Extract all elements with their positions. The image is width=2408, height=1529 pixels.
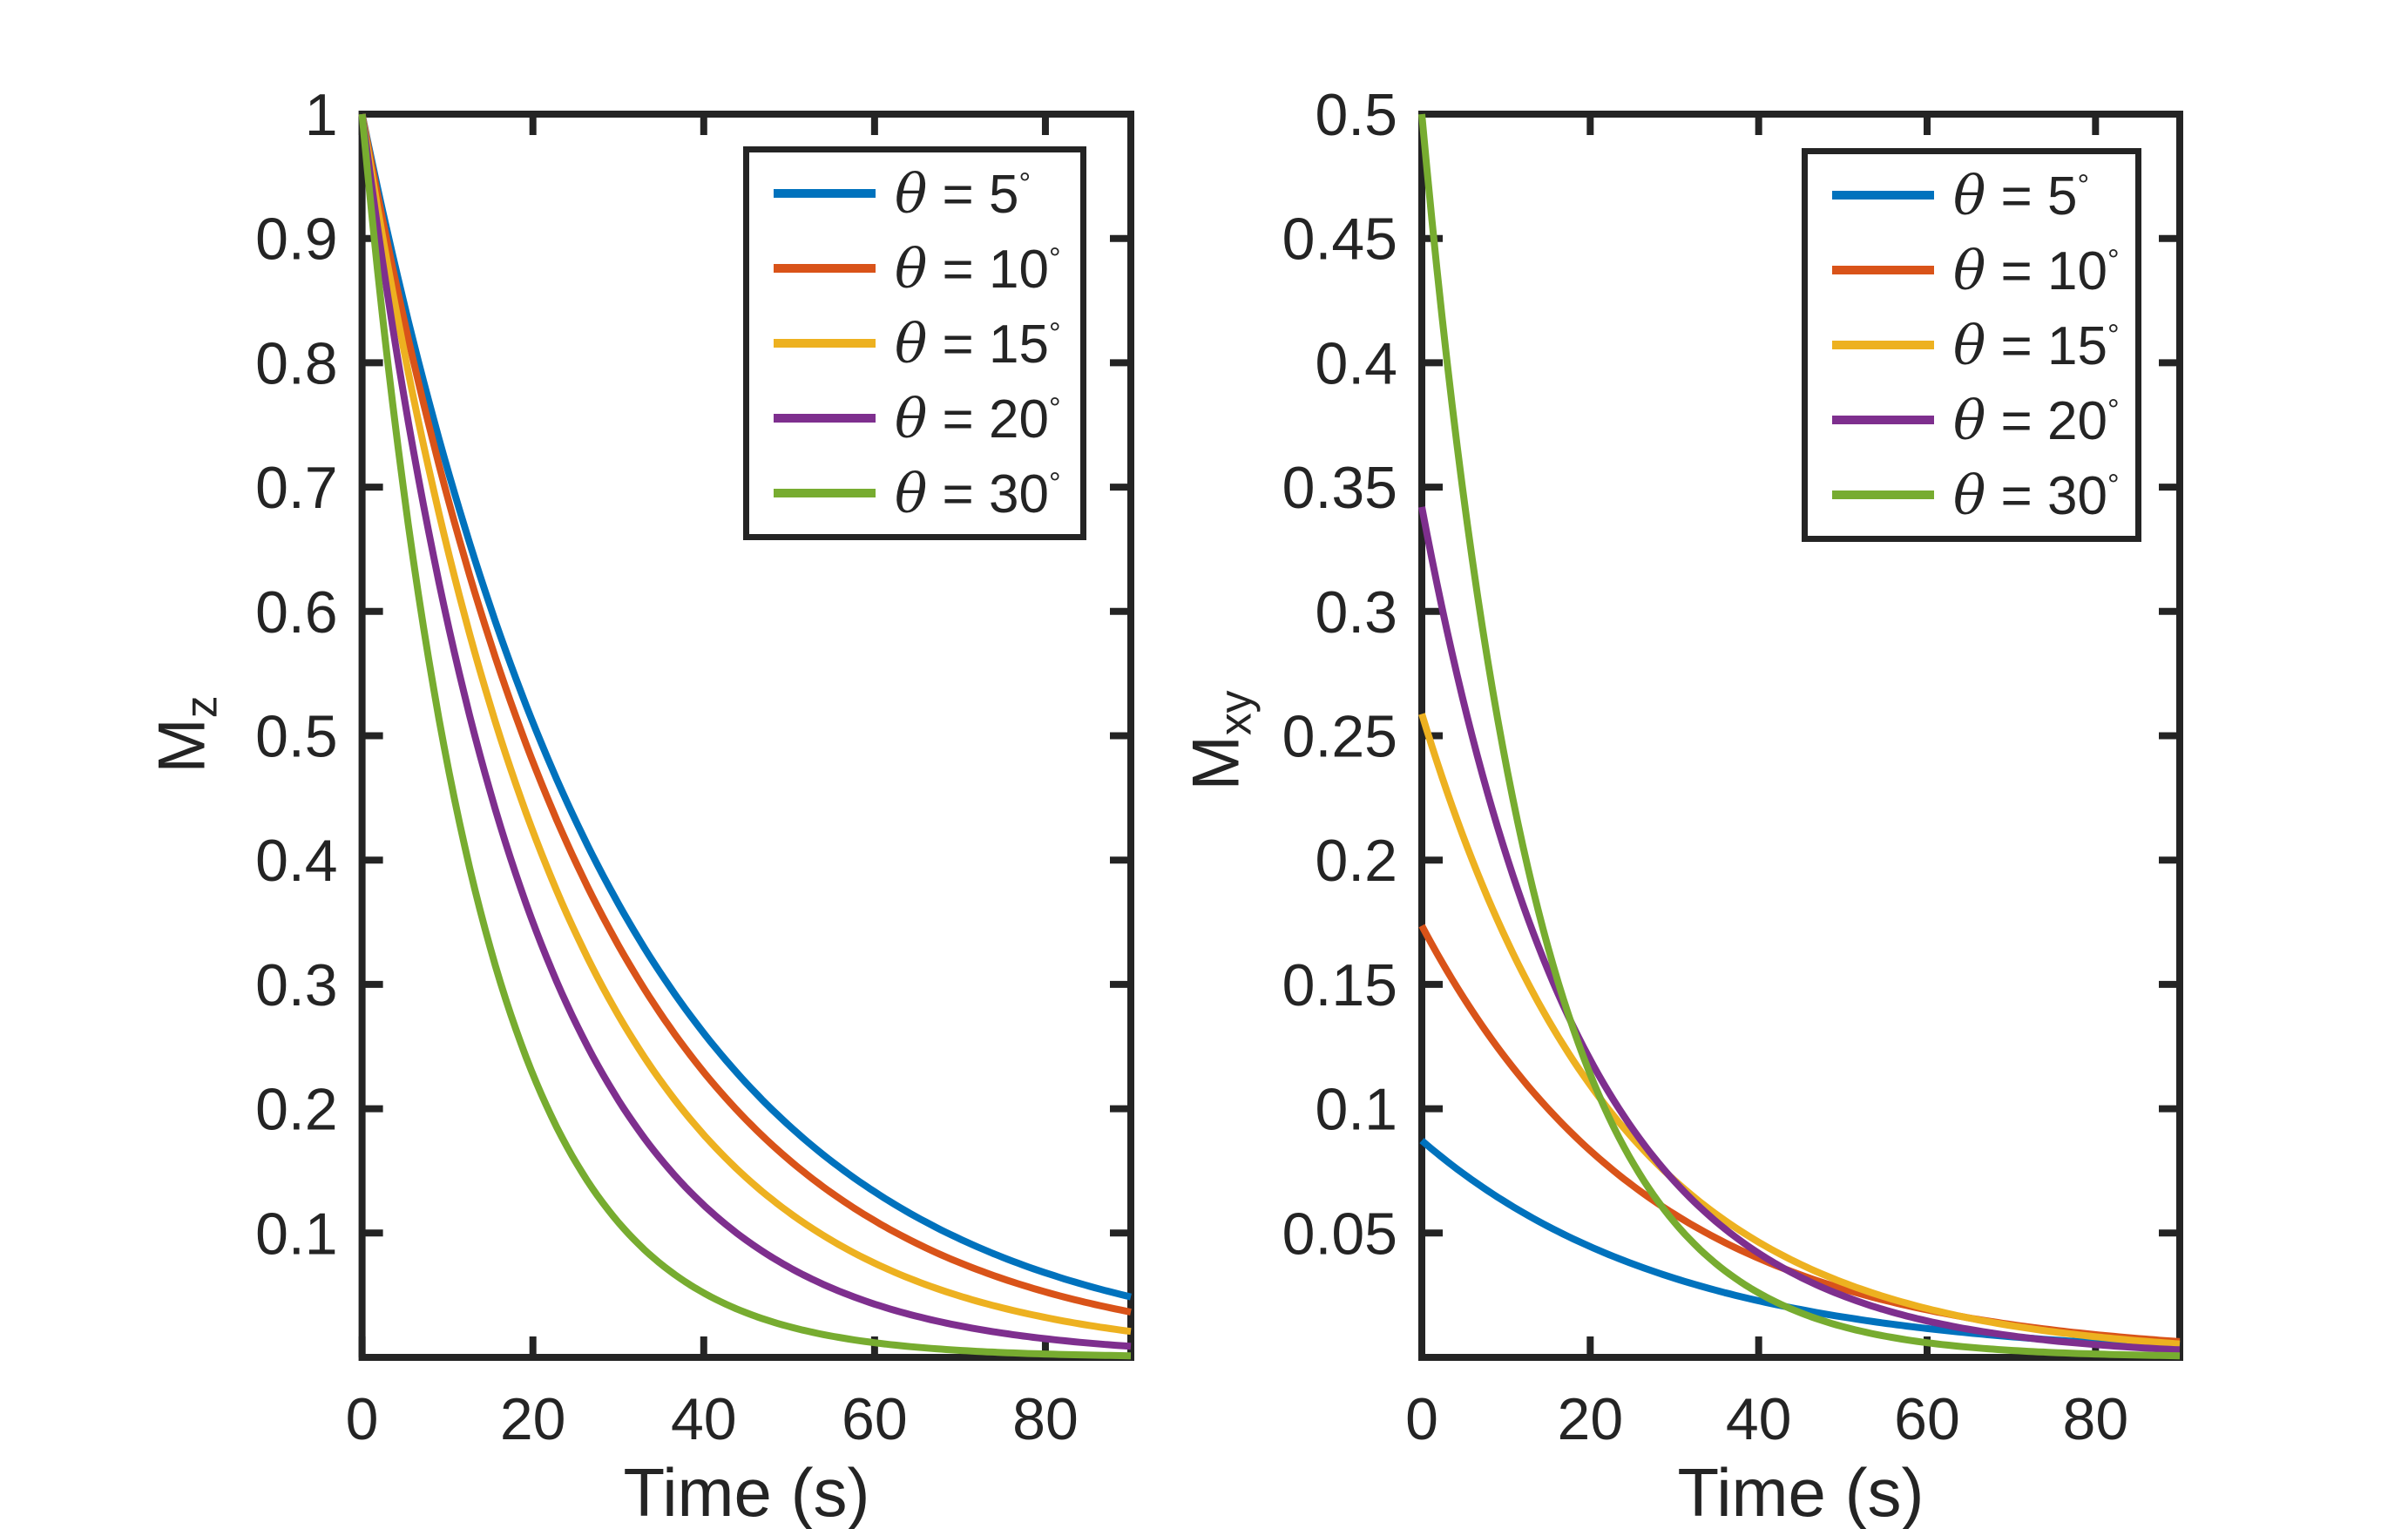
legend-label-theta-15: θ = 15° xyxy=(1953,313,2120,377)
right-plot-axes: 0 20 40 60 80 0.05 0.1 0.15 0.2 0.25 0.3 0.35 0.4 0.4… xyxy=(1282,82,2183,1452)
legend-line-theta-30-icon xyxy=(1832,490,1934,499)
right-plot-xtick-label: 60 xyxy=(1894,1386,1960,1452)
legend-entry-theta-5: θ = 5° xyxy=(1832,158,2135,233)
left-plot-ytick-label: 0.2 xyxy=(255,1077,338,1143)
legend-label-theta-30: θ = 30° xyxy=(1953,463,2120,527)
legend-label-theta-15: θ = 15° xyxy=(895,311,1061,375)
legend-label-theta-5: θ = 5° xyxy=(895,161,1032,226)
left-plot-ytick-label: 0.5 xyxy=(255,704,338,770)
left-plot-xtick-label: 80 xyxy=(1012,1386,1079,1452)
left-plot-axes: 0 20 40 60 80 0.1 0.2 0.3 0.4 0.5 0.6 0.7 0.8 0.9 1 xyxy=(255,82,1135,1452)
left-plot-ytick-label: 0.7 xyxy=(255,455,338,521)
right-xaxis-label: Time (s) xyxy=(1677,1454,1924,1529)
right-plot-ytick-label: 0.05 xyxy=(1282,1201,1397,1267)
legend-line-theta-10-icon xyxy=(774,264,876,273)
left-plot-ytick-label: 0.3 xyxy=(255,952,338,1018)
legend-label-theta-30: θ = 30° xyxy=(895,461,1061,525)
legend-entry-theta-15: θ = 15° xyxy=(1832,308,2135,382)
legend-line-theta-5-icon xyxy=(774,189,876,198)
legend-line-theta-5-icon xyxy=(1832,191,1934,200)
right-plot-ytick-label: 0.4 xyxy=(1315,330,1397,396)
left-xaxis-label: Time (s) xyxy=(623,1454,870,1529)
right-plot-ytick-label: 0.25 xyxy=(1282,704,1397,770)
left-plot-ytick-label: 0.8 xyxy=(255,330,338,396)
right-plot-xtick-label: 40 xyxy=(1726,1386,1792,1452)
left-plot-curve-theta-15 xyxy=(358,113,1132,1336)
legend-line-theta-10-icon xyxy=(1832,266,1934,274)
right-plot-ytick-label: 0.5 xyxy=(1315,82,1397,148)
right-yaxis-label: Mxy xyxy=(1178,691,1261,791)
right-plot-ytick-label: 0.45 xyxy=(1282,206,1397,273)
right-yaxis-label-sub: xy xyxy=(1209,690,1261,736)
legend-entry-theta-30: θ = 30° xyxy=(1832,457,2135,532)
right-plot-ytick-label: 0.15 xyxy=(1282,952,1397,1018)
legend-entry-theta-30: θ = 30° xyxy=(774,456,1080,531)
right-legend: θ = 5° θ = 10° θ = 15° θ = 20° θ = 30° xyxy=(1802,148,2141,542)
left-plot-ytick-label: 0.9 xyxy=(255,206,338,273)
legend-entry-theta-15: θ = 15° xyxy=(774,306,1080,381)
right-plot-xtick-label: 0 xyxy=(1405,1386,1438,1452)
legend-entry-theta-20: θ = 20° xyxy=(774,381,1080,456)
left-plot-xtick-label: 20 xyxy=(500,1386,566,1452)
right-plot-ytick-label: 0.1 xyxy=(1315,1077,1397,1143)
left-plot-ytick-label: 0.1 xyxy=(255,1201,338,1267)
left-plot-xtick-label: 0 xyxy=(346,1386,379,1452)
right-plot-ytick-label: 0.2 xyxy=(1315,828,1397,894)
legend-line-theta-15-icon xyxy=(1832,341,1934,349)
left-plot-xtick-label: 60 xyxy=(842,1386,908,1452)
right-plot-curve-theta-30 xyxy=(1418,113,2181,1360)
legend-label-theta-10: θ = 10° xyxy=(895,236,1061,301)
right-plot-ytick-label: 0.35 xyxy=(1282,455,1397,521)
legend-label-theta-20: θ = 20° xyxy=(895,386,1061,450)
legend-entry-theta-10: θ = 10° xyxy=(1832,233,2135,308)
left-plot-ytick-label: 0.6 xyxy=(255,579,338,646)
right-plot-curve-theta-20 xyxy=(1418,506,2181,1354)
left-plot-curve-theta-5 xyxy=(358,113,1132,1301)
left-legend: θ = 5° θ = 10° θ = 15° θ = 20° θ = 30° xyxy=(743,146,1086,540)
legend-label-theta-10: θ = 10° xyxy=(1953,238,2120,302)
legend-line-theta-20-icon xyxy=(774,414,876,423)
left-yaxis-label-sub: z xyxy=(175,695,227,719)
left-plot-curve-theta-30 xyxy=(358,113,1132,1360)
left-plot-xtick-label: 40 xyxy=(671,1386,737,1452)
legend-line-theta-30-icon xyxy=(774,489,876,497)
legend-entry-theta-20: θ = 20° xyxy=(1832,382,2135,457)
legend-entry-theta-10: θ = 10° xyxy=(774,231,1080,306)
right-plot-xtick-label: 80 xyxy=(2063,1386,2129,1452)
left-plot-curve-theta-10 xyxy=(358,113,1132,1316)
left-yaxis-label: Mz xyxy=(144,695,227,773)
right-plot-xtick-label: 20 xyxy=(1558,1386,1624,1452)
legend-line-theta-20-icon xyxy=(1832,416,1934,424)
right-plot-ytick-label: 0.3 xyxy=(1315,579,1397,646)
right-yaxis-label-main: M xyxy=(1179,735,1254,791)
legend-label-theta-5: θ = 5° xyxy=(1953,163,2090,227)
left-yaxis-label-main: M xyxy=(145,718,220,774)
legend-line-theta-15-icon xyxy=(774,339,876,348)
legend-entry-theta-5: θ = 5° xyxy=(774,156,1080,231)
left-plot-curve-theta-20 xyxy=(358,113,1132,1350)
right-plot-curve-theta-15 xyxy=(1418,713,2181,1348)
left-plot-ytick-label: 1 xyxy=(305,82,338,148)
legend-label-theta-20: θ = 20° xyxy=(1953,388,2120,452)
left-plot-ytick-label: 0.4 xyxy=(255,828,338,894)
